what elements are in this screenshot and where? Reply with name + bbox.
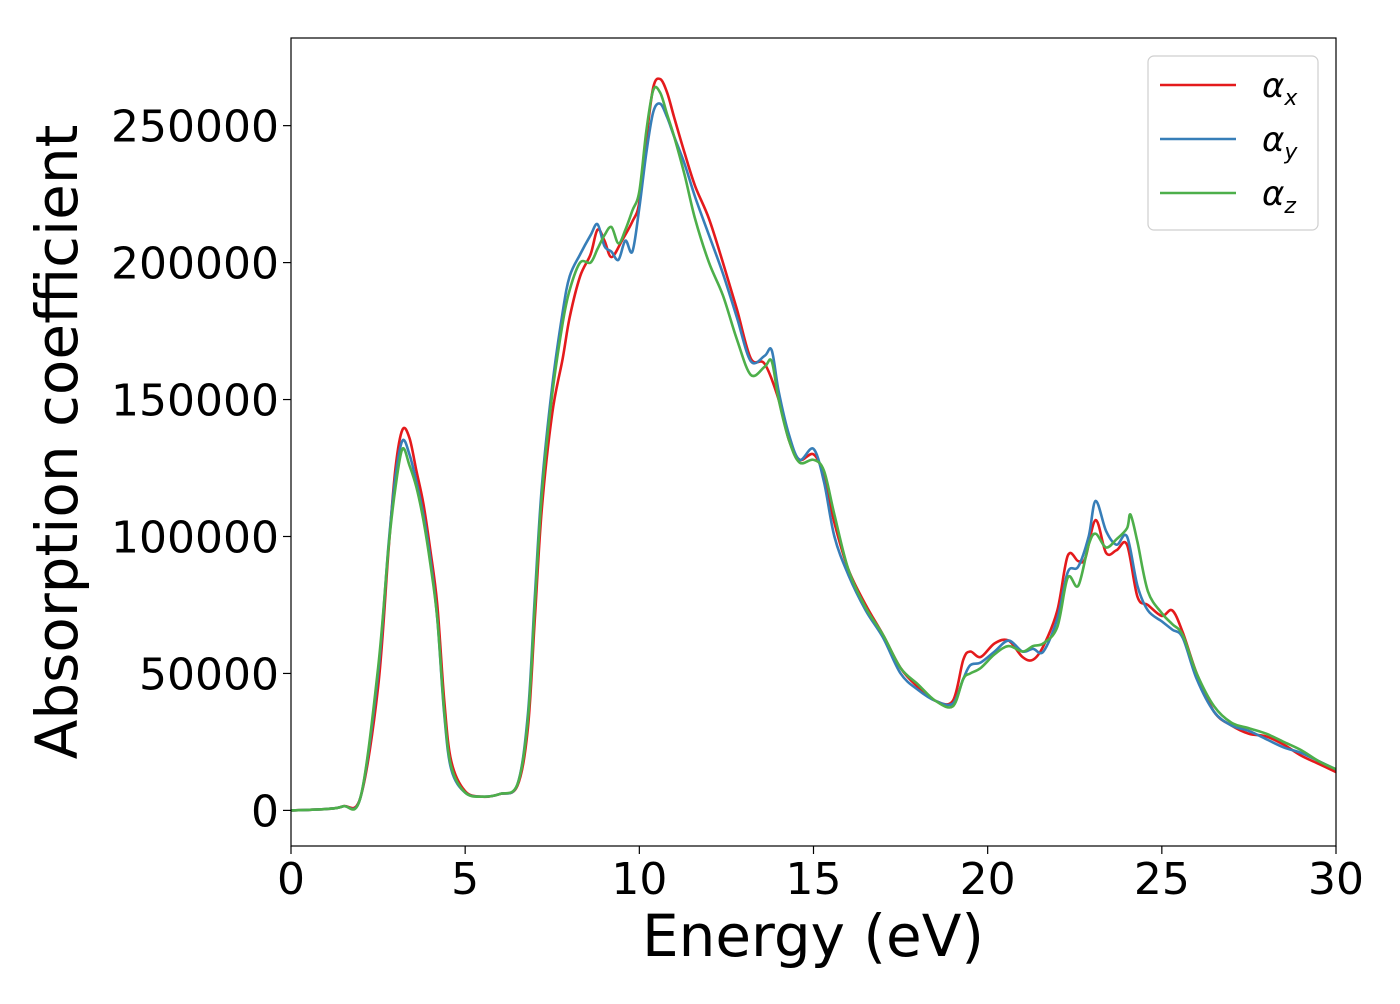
legend-label-alpha-y: αy — [1262, 120, 1298, 165]
x-tick-label: 20 — [960, 854, 1016, 905]
x-axis: 0 5 10 15 20 25 30 — [277, 846, 1364, 905]
series-line-alpha-z — [291, 85, 1336, 812]
y-tick-label: 100000 — [111, 512, 279, 563]
x-tick-label: 25 — [1134, 854, 1190, 905]
legend-label-subscript: x — [1283, 86, 1298, 111]
y-axis-label: Absorption coefficient — [23, 125, 91, 760]
y-tick-label: 250000 — [111, 102, 279, 153]
x-tick-label: 0 — [277, 854, 305, 905]
y-axis: 0 50000 100000 150000 200000 250000 — [111, 102, 291, 837]
legend-label-main: α — [1262, 66, 1284, 106]
legend-label-main: α — [1262, 174, 1284, 214]
x-tick-label: 15 — [786, 854, 842, 905]
legend-label-subscript: z — [1283, 194, 1296, 219]
x-axis-label: Energy (eV) — [642, 902, 984, 970]
legend-label-alpha-x: αx — [1262, 66, 1298, 111]
y-tick-label: 50000 — [139, 649, 279, 700]
x-tick-label: 5 — [451, 854, 479, 905]
legend-box — [1147, 55, 1319, 231]
y-tick-label: 200000 — [111, 239, 279, 290]
y-tick-label: 150000 — [111, 376, 279, 427]
legend-label-subscript: y — [1283, 140, 1298, 165]
x-tick-label: 30 — [1308, 854, 1364, 905]
legend-label-alpha-z: αz — [1262, 174, 1296, 219]
series-layer — [291, 77, 1336, 812]
y-tick-label: 0 — [251, 786, 279, 837]
x-tick-label: 10 — [611, 854, 667, 905]
legend-label-main: α — [1262, 120, 1284, 160]
